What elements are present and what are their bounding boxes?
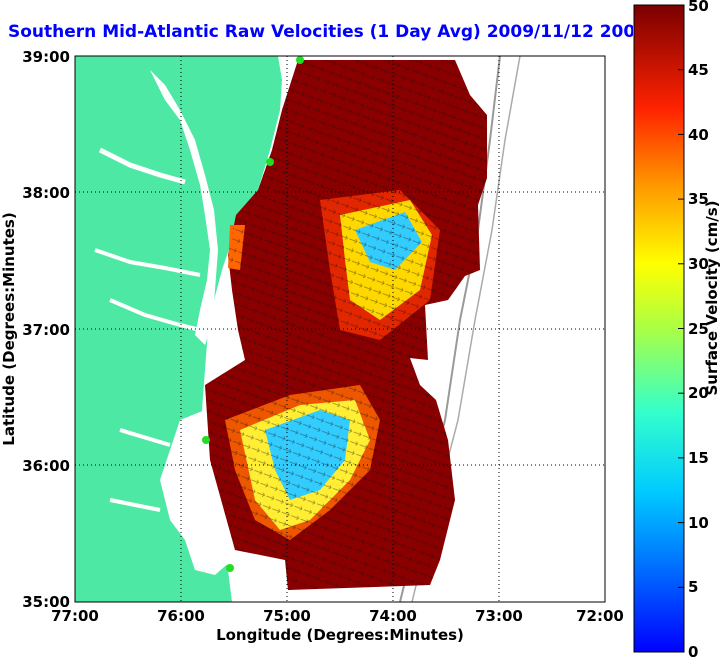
x-tick-label: 76:00 xyxy=(157,607,205,625)
colorbar-tick-label: 30 xyxy=(688,255,709,273)
x-tick-label: 74:00 xyxy=(369,607,417,625)
chesapeake-bay xyxy=(150,70,218,345)
y-tick-label: 38:00 xyxy=(22,184,70,202)
grid-lines xyxy=(75,56,605,602)
map-title: Southern Mid-Atlantic Raw Velocities (1 … xyxy=(8,22,633,42)
station-marker xyxy=(202,436,210,444)
colorbar-tick-label: 40 xyxy=(688,126,709,144)
colorbar xyxy=(633,4,685,653)
station-marker xyxy=(226,564,234,572)
colorbar-tick-label: 45 xyxy=(688,61,709,79)
x-axis-label: Longitude (Degrees:Minutes) xyxy=(216,626,464,644)
land-mainland xyxy=(75,56,282,602)
y-tick-label: 35:00 xyxy=(22,593,70,611)
station-marker xyxy=(296,56,304,64)
colorbar-tick-label: 20 xyxy=(688,384,709,402)
colorbar-tick-label: 25 xyxy=(688,320,709,338)
y-tick-label: 36:00 xyxy=(22,457,70,475)
x-tick-label: 72:00 xyxy=(576,607,624,625)
colorbar-tick-label: 15 xyxy=(688,449,709,467)
y-tick-label: 39:00 xyxy=(22,48,70,66)
colorbar-ticks xyxy=(678,4,684,653)
x-tick-label: 73:00 xyxy=(475,607,523,625)
station-marker xyxy=(266,158,274,166)
colorbar-tick-label: 0 xyxy=(688,643,698,659)
colorbar-label: Surface Velocity (cm/s) xyxy=(703,200,721,395)
x-tick-label: 75:00 xyxy=(263,607,311,625)
colorbar-tick-label: 35 xyxy=(688,190,709,208)
colorbar-tick-label: 50 xyxy=(688,0,709,15)
y-tick-label: 37:00 xyxy=(22,321,70,339)
colorbar-tick-label: 10 xyxy=(688,514,709,532)
x-tick-label: 77:00 xyxy=(51,607,99,625)
y-axis-label: Latitude (Degrees:Minutes) xyxy=(0,212,18,445)
colorbar-tick-label: 5 xyxy=(688,578,698,596)
